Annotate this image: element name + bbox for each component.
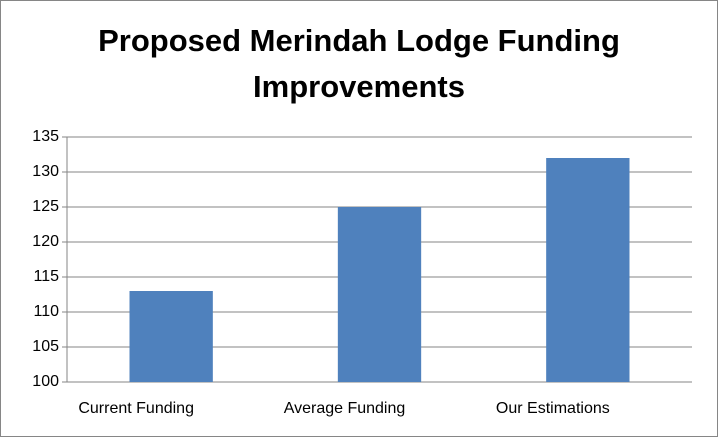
y-tick-label: 100 xyxy=(32,373,59,390)
y-tick-label: 115 xyxy=(33,268,59,285)
y-tick-label: 105 xyxy=(32,338,59,355)
chart-title: Proposed Merindah Lodge Funding Improvem… xyxy=(98,23,620,104)
bar xyxy=(546,158,630,382)
y-tick-label: 130 xyxy=(32,163,59,180)
x-tick-label: Our Estimations xyxy=(496,400,610,417)
y-tick-label: 120 xyxy=(32,233,59,250)
y-tick-label: 110 xyxy=(33,303,59,320)
bar xyxy=(129,291,213,382)
y-tick-label: 135 xyxy=(32,128,59,145)
bar xyxy=(337,207,422,382)
x-tick-label: Current Funding xyxy=(78,400,194,417)
y-tick-label: 125 xyxy=(32,198,59,215)
x-tick-label: Average Funding xyxy=(284,400,406,417)
